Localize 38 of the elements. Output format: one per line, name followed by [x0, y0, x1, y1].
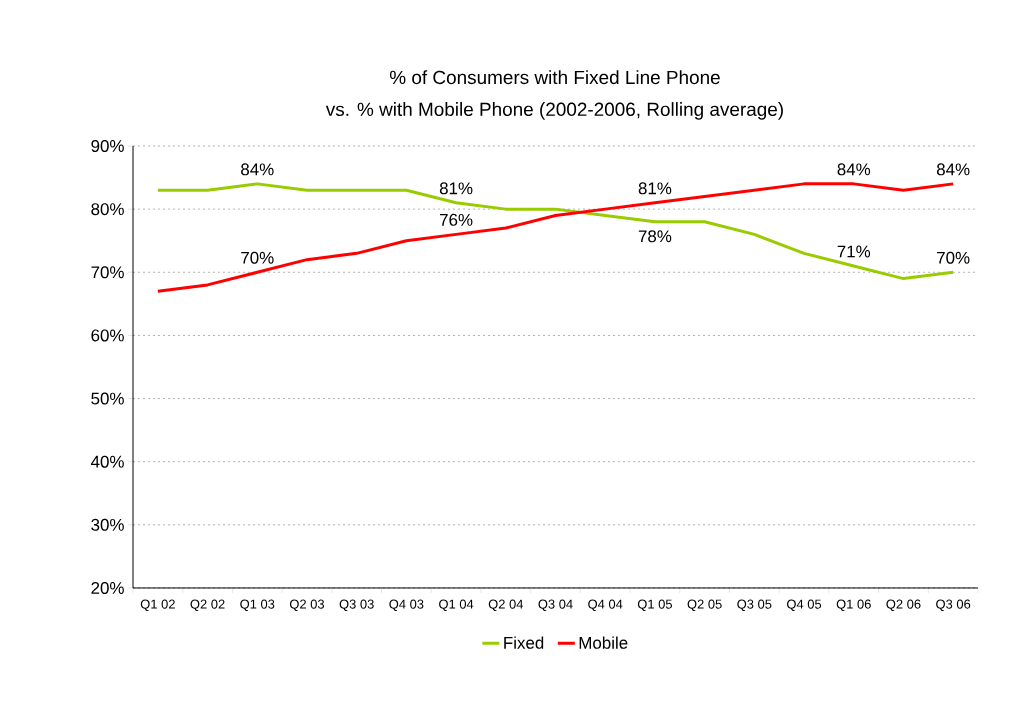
legend-label: Fixed — [504, 636, 544, 649]
data-label: 81% — [638, 182, 672, 195]
data-label: 81% — [439, 182, 473, 195]
x-tick-label: Q2 04 — [488, 599, 524, 611]
data-label: 76% — [440, 213, 473, 226]
data-label: 84% — [837, 163, 871, 176]
x-tick-label: Q3 05 — [737, 599, 772, 611]
x-tick-label: Q4 04 — [588, 599, 623, 611]
data-label: 71% — [837, 245, 871, 258]
y-tick-label: 20% — [91, 581, 124, 594]
x-tick-label: Q4 05 — [787, 599, 822, 611]
x-tick-label: Q1 02 — [140, 599, 175, 611]
y-tick-label: 60% — [91, 329, 124, 342]
legend-label: Mobile — [579, 636, 628, 649]
y-tick-label: 90% — [91, 139, 124, 152]
x-tick-label: Q4 03 — [389, 599, 424, 611]
x-tick-label: Q2 06 — [886, 599, 921, 611]
x-tick-label: Q1 05 — [637, 599, 672, 611]
y-tick-label: 70% — [91, 266, 124, 279]
y-tick-label: 80% — [91, 203, 124, 216]
y-tick-label: 50% — [91, 392, 124, 405]
data-label: 84% — [241, 163, 274, 176]
x-tick-label: Q1 03 — [240, 599, 275, 611]
y-tick-label: 30% — [91, 518, 124, 531]
y-tick-label: 40% — [90, 455, 124, 468]
x-tick-label: Q2 05 — [687, 599, 722, 611]
x-tick-label: Q2 03 — [289, 599, 325, 611]
x-tick-label: Q1 04 — [439, 599, 474, 611]
data-label: 84% — [936, 163, 970, 176]
x-tick-label: Q3 03 — [339, 599, 374, 611]
x-tick-label: Q2 02 — [190, 599, 225, 611]
chart-title: % of Consumers with Fixed Line Phone vs. % with Mobile Phone (2002-2006, Rolling average) — [325, 70, 783, 120]
x-tick-label: Q3 04 — [538, 599, 573, 611]
x-tick-label: Q3 06 — [936, 599, 971, 611]
x-tick-label: Q1 06 — [836, 599, 871, 611]
data-label: 70% — [241, 251, 274, 264]
data-label: 78% — [638, 230, 672, 243]
data-label: 70% — [937, 251, 970, 264]
